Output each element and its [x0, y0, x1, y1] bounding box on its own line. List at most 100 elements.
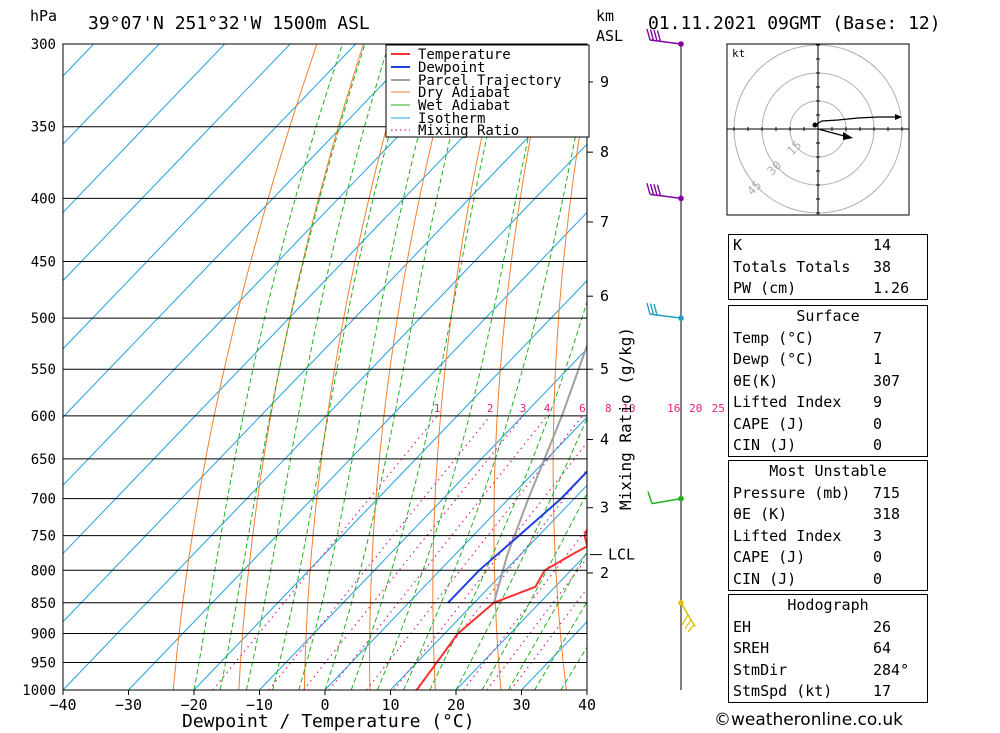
surface-title: Surface	[796, 307, 860, 325]
x-tick-label: 10	[381, 696, 399, 714]
legend: Temperature Dewpoint Parcel Trajectory D…	[385, 44, 590, 139]
isotherm-line	[324, 416, 587, 690]
pressure-tick-label: 500	[31, 311, 56, 327]
mu-thetae-value: 318	[873, 505, 901, 523]
hodograph-stats-panel: Hodograph EH 26 SREH 64 StmDir 284° StmSpd …	[728, 594, 928, 703]
stmspd-value: 17	[873, 682, 892, 700]
pressure-tick-label: 350	[31, 120, 56, 136]
wind-barb-staff	[649, 193, 682, 200]
surface-dewp-row: Dewp (°C) 1	[729, 349, 927, 371]
hodograph: kt 15 30 45	[726, 43, 910, 216]
totals-row: Totals Totals 38	[729, 257, 927, 279]
mixing-ratio-line	[486, 557, 587, 690]
mixing-ratio-line	[212, 415, 438, 690]
pressure-tick-label: 700	[31, 492, 56, 508]
km-tick-label: 3	[600, 499, 609, 517]
mu-lifted-value: 3	[873, 526, 883, 545]
wind-barb-column	[646, 28, 696, 690]
sreh-label: SREH	[733, 639, 770, 657]
wind-barb-flag	[653, 303, 658, 316]
mu-cape-value: 0	[873, 548, 883, 566]
indices-panel: K 14 Totals Totals 38 PW (cm) 1.26	[728, 234, 928, 300]
isotherm-line	[455, 552, 587, 690]
wet-adiabat-line	[481, 492, 587, 690]
mixing-ratio-label: 16	[667, 402, 680, 415]
height-unit: km	[596, 7, 614, 25]
mu-thetae-row: θE (K) 318	[729, 504, 927, 526]
most-unstable-title: Most Unstable	[769, 462, 887, 480]
plot-frame	[62, 43, 588, 691]
surface-thetae-row: θE(K) 307	[729, 371, 927, 393]
km-tick-label: 2	[600, 564, 609, 582]
mixing-ratio-line	[365, 415, 583, 690]
copyright-footer: ©weatheronline.co.uk	[714, 710, 904, 730]
surface-lifted-label: Lifted Index	[733, 393, 842, 411]
pressure-tick-label: 950	[31, 655, 56, 671]
dewpoint-line	[447, 470, 587, 604]
x-tick-label: −20	[180, 696, 207, 714]
km-tick-label: 4	[600, 431, 609, 449]
surface-cin-value: 0	[873, 436, 883, 454]
km-tick-label: 5	[600, 360, 609, 378]
hodograph-end-marker	[895, 114, 902, 120]
legend-parcel: Parcel Trajectory	[418, 73, 561, 89]
surface-thetae-label: θE(K)	[733, 371, 779, 390]
hodograph-unit: kt	[732, 47, 745, 60]
x-tick-label: 20	[447, 696, 465, 714]
mixing-ratio-label: 2	[487, 402, 494, 415]
dry-adiabat-line	[967, 44, 1000, 690]
pw-label: PW (cm)	[733, 279, 797, 297]
wind-barb-flag	[647, 491, 653, 504]
mixing-ratio-line	[393, 441, 587, 690]
wind-barb-flag	[649, 183, 655, 196]
surface-panel: Surface Temp (°C) 7 Dewp (°C) 1 θE(K) 307 L…	[728, 305, 928, 457]
pressure-unit: hPa	[30, 7, 57, 25]
legend-isotherm: Isotherm	[418, 111, 485, 127]
x-tick-label: 0	[320, 696, 329, 714]
isotherm-line	[63, 44, 160, 145]
mixing-ratio-label: 25	[712, 402, 725, 415]
wet-adiabat-line	[245, 44, 390, 690]
mixing-ratio-label: 1	[434, 402, 441, 415]
stmspd-row: StmSpd (kt) 17	[729, 681, 927, 703]
wind-barb-flag	[649, 29, 655, 41]
mixing-ratio-line	[328, 415, 548, 690]
mu-cin-value: 0	[873, 569, 883, 588]
mu-cin-label: CIN (J)	[733, 569, 797, 588]
stmdir-row: StmDir 284°	[729, 660, 927, 682]
surface-lifted-value: 9	[873, 393, 883, 411]
wet-adiabat-line	[507, 550, 587, 690]
eh-label: EH	[733, 617, 752, 636]
hodograph-trace	[814, 116, 898, 126]
surface-thetae-value: 307	[873, 371, 901, 390]
pressure-tick-label: 600	[31, 409, 56, 425]
isotherm-line	[63, 44, 226, 214]
storm-motion-arrow-icon	[843, 132, 853, 140]
wind-barb-staff	[649, 313, 682, 319]
pressure-tick-label: 850	[31, 596, 56, 612]
wet-adiabat-line	[455, 417, 587, 690]
pressure-tick-label: 900	[31, 626, 56, 642]
km-tick-label: 8	[600, 143, 609, 161]
location-title: 39°07'N 251°32'W 1500m ASL	[88, 13, 370, 34]
wind-barb-flag	[656, 30, 662, 42]
wet-adiabat-line	[429, 299, 587, 690]
lcl-label: LCL	[608, 546, 635, 564]
skewt-axes: 1 2 3 4 6 8 10 16 20 2530035040045050055060065070…	[22, 37, 725, 714]
x-tick-label: −10	[246, 696, 273, 714]
wind-barb-flag	[646, 302, 651, 315]
x-tick-label: −30	[115, 696, 142, 714]
wet-adiabat-line	[324, 44, 474, 690]
surface-cape-row: CAPE (J) 0	[729, 414, 927, 436]
pressure-tick-label: 450	[31, 255, 56, 271]
x-tick-label: −40	[49, 696, 76, 714]
wind-barb-flag	[681, 614, 689, 626]
surface-cape-label: CAPE (J)	[733, 414, 806, 433]
pressure-tick-label: 800	[31, 563, 56, 579]
totals-value: 38	[873, 257, 892, 276]
temperature-line	[415, 527, 587, 690]
isotherm-line	[0, 0, 122, 690]
mu-cape-label: CAPE (J)	[733, 548, 806, 566]
surface-temp-label: Temp (°C)	[733, 328, 815, 347]
